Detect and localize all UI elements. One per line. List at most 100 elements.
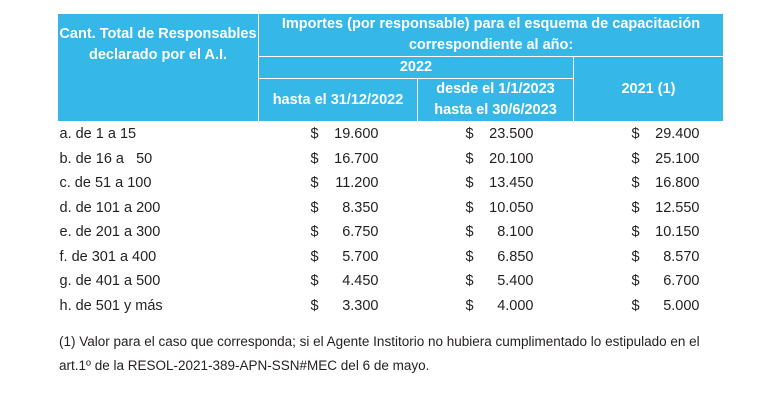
footnote: (1) Valor para el caso que corresponda; …	[59, 330, 739, 378]
amount-value: 25.100	[655, 150, 700, 167]
amount-cell: $13.450	[418, 171, 574, 196]
amount-cell: $16.800	[574, 171, 724, 196]
currency-symbol: $	[631, 248, 640, 265]
amount-cell: $8.570	[574, 245, 724, 270]
amounts-table: Cant. Total de Responsables declarado po…	[57, 13, 724, 318]
amount-value: 5.000	[663, 297, 700, 314]
currency-symbol: $	[310, 126, 319, 143]
amount-value: 6.750	[342, 224, 379, 241]
header-responsables: Cant. Total de Responsables declarado po…	[57, 13, 259, 122]
header-importes: Importes (por responsable) para el esque…	[258, 13, 724, 57]
amount-cell: $10.150	[574, 220, 724, 245]
range-cell: f. de 301 a 400	[59, 248, 157, 265]
amount-value: 23.500	[489, 126, 534, 143]
amount-value: 20.100	[489, 150, 534, 167]
amount-value: 16.800	[655, 175, 700, 192]
currency-symbol: $	[465, 273, 474, 290]
amount-cell: $20.100	[418, 147, 574, 172]
range-cell: b. de 16 a 50	[59, 150, 153, 167]
currency-symbol: $	[631, 126, 640, 143]
amount-cell: $25.100	[574, 147, 724, 172]
currency-symbol: $	[631, 297, 640, 314]
amount-value: 4.000	[497, 297, 534, 314]
currency-symbol: $	[631, 199, 640, 216]
amount-cell: $6.700	[574, 269, 724, 294]
amount-value: 6.850	[497, 248, 534, 265]
table-row: c. de 51 a 100 $11.200 $13.450 $16.800	[58, 171, 724, 196]
range-cell: h. de 501 y más	[59, 297, 163, 314]
currency-symbol: $	[465, 248, 474, 265]
amount-cell: $8.100	[418, 220, 574, 245]
amount-value: 8.100	[497, 224, 534, 241]
header-year-2022: 2022	[258, 56, 574, 79]
amount-value: 6.700	[663, 273, 700, 290]
amount-cell: $5.000	[574, 294, 724, 319]
amount-value: 10.150	[655, 224, 700, 241]
table-row: a. de 1 a 15 $19.600 $23.500 $29.400	[58, 122, 724, 147]
amount-cell: $11.200	[259, 171, 418, 196]
amount-value: 19.600	[334, 126, 379, 143]
table-row: g. de 401 a 500 $4.450 $5.400 $6.700	[58, 269, 724, 294]
amount-cell: $23.500	[418, 122, 574, 147]
range-cell: e. de 201 a 300	[59, 224, 161, 241]
table-container: Cant. Total de Responsables declarado po…	[57, 13, 724, 318]
currency-symbol: $	[465, 199, 474, 216]
amount-cell: $12.550	[574, 196, 724, 221]
amount-cell: $5.400	[418, 269, 574, 294]
currency-symbol: $	[310, 224, 319, 241]
amount-value: 10.050	[489, 199, 534, 216]
amount-value: 8.350	[342, 199, 379, 216]
currency-symbol: $	[310, 297, 319, 314]
amount-value: 16.700	[334, 150, 379, 167]
amount-value: 13.450	[489, 175, 534, 192]
amount-cell: $5.700	[259, 245, 418, 270]
amount-value: 4.450	[342, 273, 379, 290]
currency-symbol: $	[631, 224, 640, 241]
range-cell: d. de 101 a 200	[59, 199, 161, 216]
currency-symbol: $	[631, 150, 640, 167]
footnote-line-2: art.1º de la RESOL-2021-389-APN-SSN#MEC …	[59, 358, 430, 373]
amount-value: 8.570	[663, 248, 700, 265]
header-desde: desde el 1/1/2023 hasta el 30/6/2023	[417, 78, 574, 122]
amount-cell: $16.700	[259, 147, 418, 172]
currency-symbol: $	[465, 297, 474, 314]
currency-symbol: $	[310, 175, 319, 192]
table-row: f. de 301 a 400 $5.700 $6.850 $8.570	[58, 245, 724, 270]
currency-symbol: $	[465, 175, 474, 192]
range-cell: a. de 1 a 15	[59, 126, 137, 143]
table-row: d. de 101 a 200 $8.350 $10.050 $12.550	[58, 196, 724, 221]
amount-cell: $19.600	[259, 122, 418, 147]
currency-symbol: $	[310, 150, 319, 167]
amount-cell: $29.400	[574, 122, 724, 147]
amount-value: 3.300	[342, 297, 379, 314]
currency-symbol: $	[631, 175, 640, 192]
amount-value: 11.200	[335, 175, 379, 192]
amount-cell: $3.300	[259, 294, 418, 319]
table-header: Cant. Total de Responsables declarado po…	[57, 13, 724, 122]
range-cell: c. de 51 a 100	[59, 175, 152, 192]
header-year-2021: 2021 (1)	[573, 56, 724, 122]
amount-cell: $6.750	[259, 220, 418, 245]
currency-symbol: $	[465, 126, 474, 143]
footnote-line-1: (1) Valor para el caso que corresponda; …	[59, 334, 700, 349]
currency-symbol: $	[465, 150, 474, 167]
table-body: a. de 1 a 15 $19.600 $23.500 $29.400 b. de 1…	[58, 122, 724, 319]
amount-value: 5.700	[342, 248, 379, 265]
range-cell: g. de 401 a 500	[59, 273, 161, 290]
amount-value: 5.400	[497, 273, 534, 290]
header-hasta: hasta el 31/12/2022	[258, 78, 418, 122]
table-row: b. de 16 a 50 $16.700 $20.100 $25.100	[58, 147, 724, 172]
table-row: h. de 501 y más $3.300 $4.000 $5.000	[58, 294, 724, 319]
amount-cell: $4.000	[418, 294, 574, 319]
currency-symbol: $	[310, 273, 319, 290]
amount-cell: $4.450	[259, 269, 418, 294]
currency-symbol: $	[310, 199, 319, 216]
amount-cell: $8.350	[259, 196, 418, 221]
amount-value: 29.400	[655, 126, 700, 143]
currency-symbol: $	[465, 224, 474, 241]
amount-value: 12.550	[655, 199, 700, 216]
currency-symbol: $	[631, 273, 640, 290]
amount-cell: $6.850	[418, 245, 574, 270]
table-row: e. de 201 a 300 $6.750 $8.100 $10.150	[58, 220, 724, 245]
